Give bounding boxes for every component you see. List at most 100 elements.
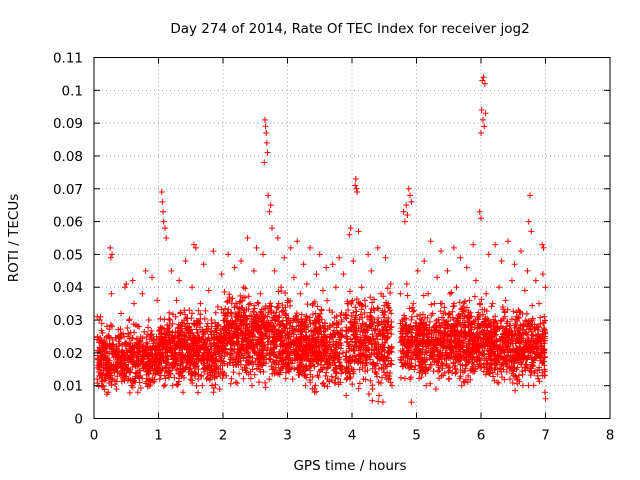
data-point	[348, 312, 355, 319]
data-point	[162, 331, 169, 338]
data-point	[200, 261, 207, 268]
data-point	[165, 339, 172, 346]
data-point	[200, 360, 207, 367]
data-point	[163, 345, 170, 352]
data-point	[326, 322, 333, 329]
data-point	[160, 218, 167, 225]
data-point	[262, 379, 269, 386]
data-point	[529, 302, 536, 309]
data-point	[170, 339, 177, 346]
data-point	[333, 369, 340, 376]
data-point	[114, 364, 121, 371]
data-point	[127, 366, 134, 373]
data-point	[255, 326, 262, 333]
data-point	[476, 208, 483, 215]
data-point	[274, 235, 281, 241]
data-point	[107, 321, 114, 328]
data-point	[227, 319, 234, 326]
data-point	[314, 372, 321, 379]
data-point	[408, 399, 415, 406]
data-point	[243, 354, 250, 361]
data-point	[282, 289, 289, 296]
data-point	[250, 267, 257, 274]
data-point	[407, 192, 414, 199]
data-point	[263, 129, 270, 136]
data-point	[212, 309, 219, 316]
data-point	[193, 317, 200, 324]
data-point	[102, 354, 109, 361]
data-point	[488, 303, 495, 310]
data-point	[331, 314, 338, 321]
data-point	[202, 344, 209, 351]
data-point	[512, 387, 519, 394]
data-point	[132, 369, 139, 376]
data-point	[316, 251, 323, 258]
data-point	[225, 251, 232, 258]
data-point	[123, 340, 130, 347]
data-point	[107, 254, 114, 261]
data-point	[99, 342, 106, 349]
data-point	[145, 317, 152, 324]
data-point	[169, 320, 176, 327]
data-point	[309, 358, 316, 365]
data-point	[267, 307, 274, 314]
data-point	[320, 379, 327, 386]
data-point	[510, 308, 517, 315]
data-point	[266, 355, 273, 362]
data-point	[134, 389, 141, 396]
data-point	[369, 385, 376, 392]
data-point	[255, 351, 262, 358]
data-point	[470, 241, 477, 248]
data-point	[274, 303, 281, 310]
data-point	[324, 297, 331, 304]
data-point	[485, 251, 492, 258]
data-point	[204, 336, 211, 343]
data-point	[336, 336, 343, 343]
data-point	[276, 348, 283, 355]
data-point	[122, 355, 129, 362]
data-point	[317, 311, 324, 318]
data-point	[265, 192, 272, 199]
data-point	[387, 379, 394, 386]
data-point	[170, 356, 177, 363]
data-point	[326, 357, 333, 364]
data-point	[448, 289, 455, 296]
data-point	[238, 257, 245, 264]
data-point	[232, 379, 239, 386]
data-point	[231, 304, 238, 311]
data-point	[190, 332, 197, 339]
data-point	[269, 366, 276, 373]
data-point	[239, 297, 246, 304]
data-point	[293, 348, 300, 355]
data-point	[154, 297, 161, 304]
data-point	[258, 310, 265, 317]
data-point	[195, 307, 202, 314]
data-point	[327, 343, 334, 350]
data-point	[178, 335, 185, 342]
data-point	[281, 254, 288, 261]
data-point	[368, 267, 375, 274]
data-point	[139, 360, 146, 367]
data-point	[226, 330, 233, 337]
data-point	[251, 305, 258, 312]
data-point	[142, 345, 149, 352]
data-point	[228, 300, 235, 307]
data-point	[186, 366, 193, 373]
data-point	[156, 368, 163, 375]
data-point	[299, 353, 306, 360]
data-point	[251, 371, 258, 378]
data-point	[228, 324, 235, 331]
data-point	[173, 381, 180, 388]
data-point	[166, 324, 173, 331]
data-point	[224, 310, 231, 317]
y-tick-label: 0.11	[53, 51, 83, 67]
data-point	[222, 345, 229, 352]
data-point	[106, 367, 113, 374]
data-point	[312, 348, 319, 355]
data-point	[243, 362, 250, 369]
data-point	[501, 309, 508, 316]
data-point	[260, 339, 267, 346]
